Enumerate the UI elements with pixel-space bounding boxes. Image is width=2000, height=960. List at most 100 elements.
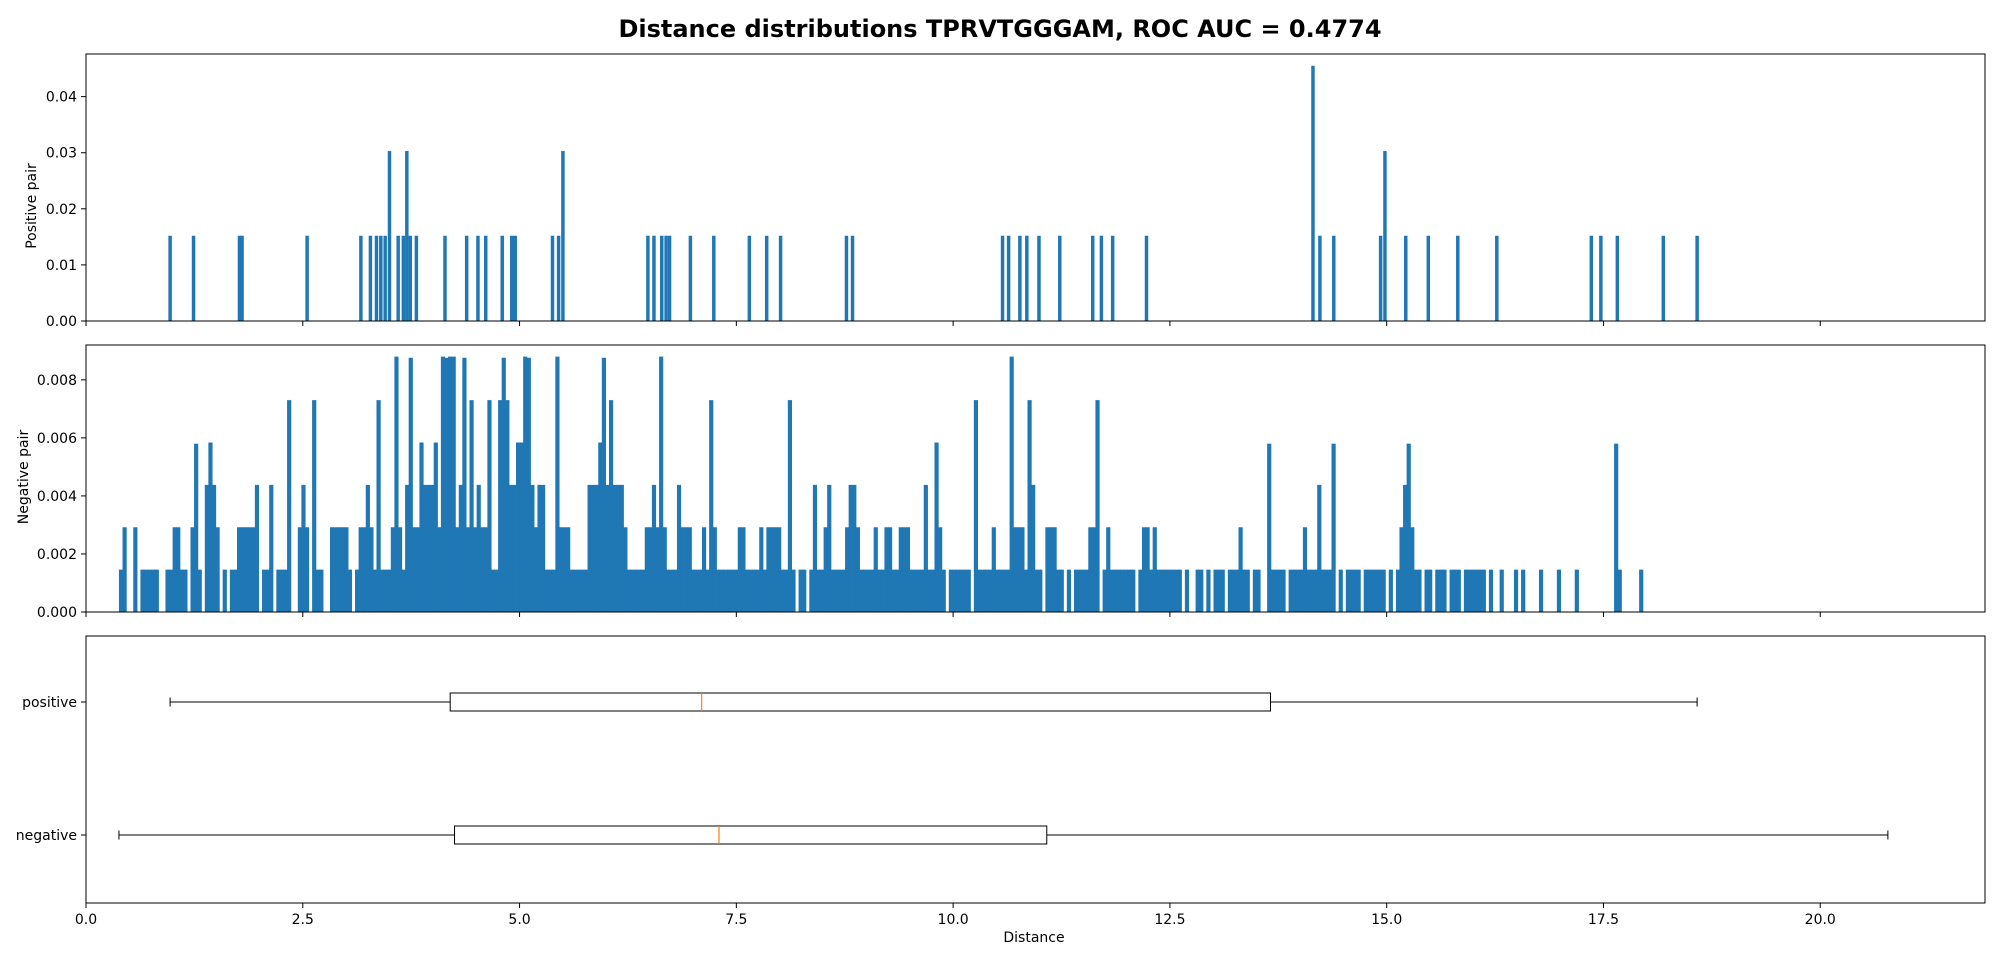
negative-histogram-bar xyxy=(752,569,757,612)
negative-histogram-bar xyxy=(519,442,524,612)
negative-histogram-bar xyxy=(455,527,460,612)
negative-histogram-bar xyxy=(544,569,549,612)
negative-histogram-bar xyxy=(995,569,1000,612)
negative-histogram-bar xyxy=(562,527,567,612)
positive-histogram-bar xyxy=(1599,235,1603,321)
negative-histogram-bar xyxy=(680,527,685,612)
negative-histogram-bar xyxy=(558,527,564,612)
negative-box xyxy=(454,825,1048,845)
negative-histogram-bar xyxy=(190,527,195,612)
negative-histogram-bar xyxy=(884,527,889,612)
negative-histogram-bar xyxy=(1166,569,1172,612)
positive-ytick-label: 0.01 xyxy=(46,258,77,274)
negative-histogram-bar xyxy=(1467,569,1472,612)
negative-histogram-bar xyxy=(437,527,442,612)
negative-histogram-bar xyxy=(898,527,903,612)
positive-histogram-bar xyxy=(1025,235,1029,321)
negative-histogram-bar xyxy=(1073,569,1079,612)
positive-histogram-bar xyxy=(443,235,447,321)
positive-histogram-bar xyxy=(561,151,565,321)
negative-histogram-bar xyxy=(287,400,292,612)
x-tick-label: 15.0 xyxy=(1371,912,1402,928)
negative-histogram-bar xyxy=(820,569,825,612)
negative-histogram-bar xyxy=(852,484,857,612)
negative-histogram-bar xyxy=(279,569,285,612)
negative-histogram-bar xyxy=(709,400,714,612)
positive-histogram-bar xyxy=(1090,235,1095,321)
negative-histogram-bar xyxy=(337,527,342,612)
negative-histogram-bar xyxy=(254,484,260,612)
negative-histogram-bar xyxy=(319,569,324,612)
negative-histogram-bar xyxy=(340,527,345,612)
positive-histogram-bar xyxy=(1318,235,1322,321)
negative-histogram-bar xyxy=(1292,569,1297,612)
chart-title: Distance distributions TPRVTGGGAM, ROC A… xyxy=(618,15,1381,43)
negative-histogram-bar xyxy=(140,569,145,612)
positive-histogram-bar xyxy=(1615,235,1620,321)
positive-histogram-bar xyxy=(646,235,650,321)
positive-ytick-label: 0.04 xyxy=(46,90,77,106)
negative-ytick-label: 0.000 xyxy=(37,605,77,621)
negative-histogram-bar xyxy=(551,569,556,612)
negative-histogram-bar xyxy=(1499,569,1504,612)
negative-histogram-bar xyxy=(1159,569,1165,612)
positive-histogram-bar xyxy=(1495,235,1499,321)
negative-histogram-bar xyxy=(1149,569,1154,612)
x-tick-label: 20.0 xyxy=(1805,912,1836,928)
negative-histogram-bar xyxy=(1131,569,1136,612)
negative-histogram-bar xyxy=(873,527,878,612)
negative-histogram-bar xyxy=(616,484,621,612)
negative-histogram-bar xyxy=(598,442,603,612)
negative-histogram-bar xyxy=(566,527,571,612)
negative-histogram-bar xyxy=(143,569,149,612)
negative-histogram-bar xyxy=(362,527,367,612)
negative-histogram-bar xyxy=(1227,569,1232,612)
positive-histogram-bar xyxy=(414,235,419,321)
negative-histogram-bar xyxy=(1274,569,1279,612)
negative-histogram-bar xyxy=(1410,527,1415,612)
positive-histogram-bar xyxy=(556,235,561,321)
negative-histogram-bar xyxy=(419,442,424,612)
x-tick-label: 2.5 xyxy=(292,912,314,928)
negative-histogram-bar xyxy=(1141,527,1147,612)
positive-histogram-bar xyxy=(667,235,672,321)
positive-histogram-bar xyxy=(764,235,769,321)
negative-histogram-bar xyxy=(651,484,657,612)
negative-histogram-bar xyxy=(215,527,220,612)
negative-histogram-bar xyxy=(197,569,202,612)
negative-histogram-bar xyxy=(580,569,585,612)
positive-histogram-bar xyxy=(1000,235,1005,321)
negative-histogram-bar xyxy=(1617,569,1622,612)
negative-histogram-bar xyxy=(208,442,213,612)
negative-histogram-bar xyxy=(594,484,599,612)
negative-histogram-bar xyxy=(1116,569,1122,612)
y-axis-label-negative: Negative pair xyxy=(16,430,32,525)
negative-histogram-bar xyxy=(605,484,610,612)
negative-histogram-bar xyxy=(1031,484,1036,612)
negative-histogram-bar xyxy=(662,527,667,612)
positive-histogram-bar xyxy=(1144,235,1149,321)
negative-histogram-bar xyxy=(902,527,907,612)
negative-histogram-bar xyxy=(877,569,882,612)
negative-histogram-bar xyxy=(684,527,689,612)
positive-ytick-label: 0.02 xyxy=(46,202,77,218)
negative-histogram-bar xyxy=(984,569,989,612)
x-tick-label: 0.0 xyxy=(75,912,97,928)
negative-histogram-bar xyxy=(1066,569,1072,612)
negative-histogram-bar xyxy=(837,569,843,612)
negative-histogram-bar xyxy=(1370,569,1376,612)
negative-histogram-bar xyxy=(1199,569,1204,612)
negative-histogram-bar xyxy=(355,569,360,612)
negative-histogram-bar xyxy=(705,569,710,612)
positive-histogram-bar xyxy=(1383,151,1387,321)
positive-histogram-bar xyxy=(1456,235,1460,321)
negative-histogram-bar xyxy=(204,484,209,612)
negative-histogram-bar xyxy=(1349,569,1354,612)
negative-histogram-bar xyxy=(151,569,156,612)
negative-histogram-bar xyxy=(1242,569,1247,612)
negative-ytick-label: 0.002 xyxy=(37,547,77,563)
negative-histogram-bar xyxy=(154,569,159,612)
negative-histogram-bar xyxy=(262,569,267,612)
negative-histogram-bar xyxy=(1138,569,1143,612)
negative-histogram-bar xyxy=(1481,569,1486,612)
